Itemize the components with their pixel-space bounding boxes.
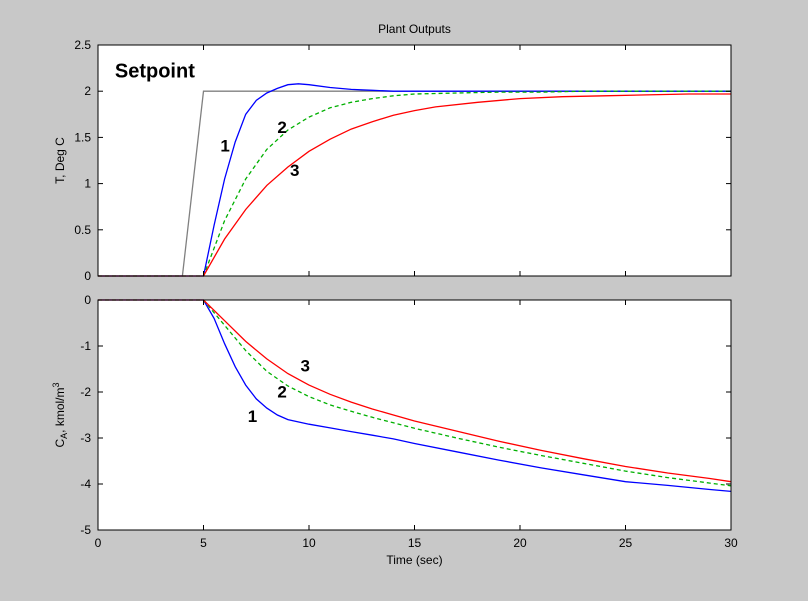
concentration-panel: 0 5 10 15 20 25 30 0 -1 -2 -3 -4 -5 Time (sec) CA, kmo…: [51, 293, 738, 567]
annotation-curve-2: 2: [277, 118, 286, 137]
annotation-curve-2: 2: [277, 383, 286, 402]
y-tick-label: 0: [84, 293, 91, 307]
series-line-3: [98, 90, 731, 277]
axes-background: [97, 299, 732, 531]
x-tick-label: 15: [408, 536, 422, 550]
x-tick-label: 5: [200, 536, 207, 550]
annotation-setpoint: Setpoint: [115, 60, 195, 82]
series-line-4: [98, 93, 731, 277]
x-tick-label: 20: [513, 536, 527, 550]
annotation-curve-1: 1: [248, 407, 257, 426]
x-tick-label: 0: [95, 536, 102, 550]
x-tick-label: 10: [302, 536, 316, 550]
annotation-curve-1: 1: [220, 136, 229, 155]
y-tick-label: 0.5: [74, 223, 91, 237]
chart-title: Plant Outputs: [378, 22, 451, 36]
x-axis-label: Time (sec): [386, 553, 442, 567]
x-tick-label: 30: [724, 536, 738, 550]
y-tick-label: -1: [80, 339, 91, 353]
x-tick-label: 25: [619, 536, 633, 550]
y-tick-label: -5: [80, 523, 91, 537]
y-tick-label: -4: [80, 477, 91, 491]
y-tick-label: 0: [84, 269, 91, 283]
y-tick-label: 1.5: [74, 130, 91, 144]
series-line-2: [98, 299, 732, 487]
series-line-3: [98, 299, 732, 483]
y-tick-label: -2: [80, 385, 91, 399]
temperature-panel: 0 0.5 1 1.5 2 2.5 Plant Outputs T, Deg C Setpoin…: [53, 22, 732, 283]
y-axis-label: CA, kmol/m3: [51, 382, 69, 447]
series-line-2: [98, 83, 731, 277]
axes-background: [97, 44, 732, 277]
y-tick-label: 1: [84, 177, 91, 191]
y-axis-label: T, Deg C: [53, 137, 67, 184]
y-tick-label: 2: [84, 84, 91, 98]
annotation-curve-3: 3: [290, 161, 299, 180]
series-line-1: [98, 299, 732, 493]
annotation-curve-3: 3: [301, 356, 310, 375]
y-tick-label: -3: [80, 431, 91, 445]
y-tick-label: 2.5: [74, 38, 91, 52]
